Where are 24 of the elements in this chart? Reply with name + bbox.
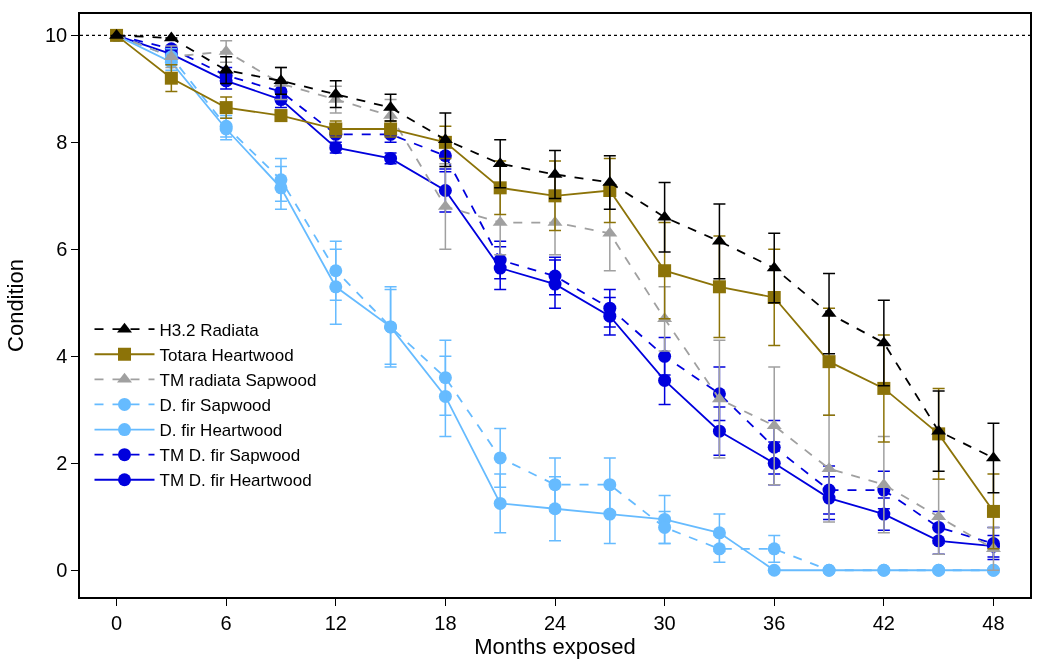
x-tick-label: 48 xyxy=(982,611,1005,634)
y-axis-title: Condition xyxy=(3,259,29,352)
y-tick-label: 6 xyxy=(56,238,68,261)
x-tick-label: 12 xyxy=(324,611,347,634)
legend-label: Totara Heartwood xyxy=(159,345,294,365)
x-tick-label: 0 xyxy=(110,611,123,634)
x-axis-title: Months exposed xyxy=(474,633,636,659)
x-tick-label: 30 xyxy=(653,611,676,634)
x-tick-label: 18 xyxy=(434,611,457,634)
y-tick-label: 0 xyxy=(56,559,68,582)
x-tick-label: 24 xyxy=(543,611,567,634)
legend-label: H3.2 Radiata xyxy=(159,320,260,340)
legend-label: TM D. fir Heartwood xyxy=(159,471,312,491)
legend-label: TM radiata Sapwood xyxy=(159,370,317,390)
legend-label: TM D. fir Sapwood xyxy=(159,446,301,466)
y-tick-label: 4 xyxy=(56,345,68,368)
y-tick-label: 10 xyxy=(45,24,68,47)
legend-label: D. fir Sapwood xyxy=(159,396,271,416)
x-tick-label: 42 xyxy=(872,611,895,634)
y-tick-label: 2 xyxy=(56,452,68,475)
y-tick-label: 8 xyxy=(56,131,68,154)
x-tick-label: 6 xyxy=(220,611,232,634)
x-tick-label: 36 xyxy=(763,611,786,634)
legend-label: D. fir Heartwood xyxy=(159,421,283,441)
